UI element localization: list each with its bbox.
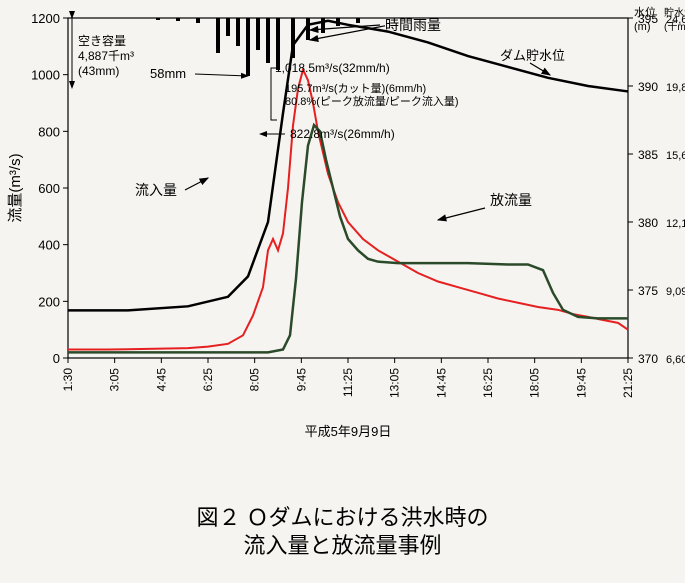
x-tick-label: 8:05 [248,368,262,392]
rainfall-bar [356,18,360,23]
x-tick-label: 18:05 [528,368,542,398]
yright2-tick-label: 19,848 [666,82,685,94]
rainfall-bar [216,18,220,53]
yright2-tick-label: 6,605 [666,354,685,366]
rainfall-bar [226,18,230,36]
yleft-tick-label: 1200 [31,11,60,26]
anno-empty-cap-2: 4,887千m³ [78,49,134,63]
x-tick-label: 3:05 [108,368,122,392]
yleft-tick-label: 200 [38,294,60,309]
rainfall-bar [196,18,200,23]
anno-cut-1: 195.7m³/s(カット量)(6mm/h) [285,82,426,95]
anno-cut-2: 80.8%(ピーク放流量/ピーク流入量) [285,94,459,108]
rainfall-bar [176,18,180,21]
x-tick-label: 1:30 [61,368,75,392]
anno-empty-cap-3: (43mm) [78,64,119,78]
yright1-header: 水位 [634,5,656,19]
x-tick-label: 11:25 [341,368,355,397]
rainfall-bar [246,18,250,76]
x-tick-label: 21:25 [621,368,635,398]
yright1-tick-label: 375 [638,284,658,298]
x-tick-label: 16:25 [481,368,495,398]
rainfall-bar [266,18,270,63]
rainfall-bar [236,18,240,46]
x-tick-label: 13:05 [388,368,402,398]
yleft-tick-label: 400 [38,238,60,253]
yright1-tick-label: 390 [638,80,658,94]
chart-svg: 0 200 400 600 800 1000 1200 流量(m³/s) 370 6,605 375… [0,0,685,460]
x-tick-label: 4:45 [154,368,168,392]
rainfall-bar [306,18,310,40]
yright1-tick-label: 380 [638,216,658,230]
inflow-label: 流入量 [135,182,177,198]
rainfall-label: 時間雨量 [385,17,441,33]
x-tick-label: 6:25 [201,368,215,392]
yright2-tick-label: 12,119 [666,218,685,230]
yright2-tick-label: 15,692 [666,150,685,162]
yleft-tick-label: 800 [38,124,60,139]
yleft-tick-label: 600 [38,181,60,196]
x-axis-label: 平成5年9月9日 [305,424,392,439]
x-tick-label: 14:45 [434,368,448,398]
rainfall-bar [156,18,160,20]
yleft-axis-label: 流量(m³/s) [7,153,24,222]
yright1-tick-label: 370 [638,352,658,366]
rainfall-bar [256,18,260,50]
yright2-unit: (千m³) [664,21,685,33]
storage-label: ダム貯水位 [500,48,565,63]
yright1-tick-label: 385 [638,148,658,162]
anno-peak-inflow: 1,018.5m³/s(32mm/h) [275,61,390,75]
x-tick-label: 9:45 [294,368,308,392]
yright1-unit: (m) [634,21,651,33]
x-tick-label: 19:45 [574,368,588,398]
yleft-tick-label: 0 [53,351,60,366]
yright2-tick-label: 9,099 [666,286,685,298]
yleft-tick-label: 1000 [31,68,60,83]
figure-caption-line2: 流入量と放流量事例 [0,528,685,560]
chart-container: 0 200 400 600 800 1000 1200 流量(m³/s) 370 6,605 375… [0,0,685,583]
anno-empty-cap-1: 空き容量 [78,33,126,48]
outflow-label: 放流量 [490,192,532,208]
anno-58mm: 58mm [150,66,186,81]
yright2-header: 貯水量 [664,7,685,19]
anno-peak-outflow: 822.8m³/s(26mm/h) [290,127,395,141]
